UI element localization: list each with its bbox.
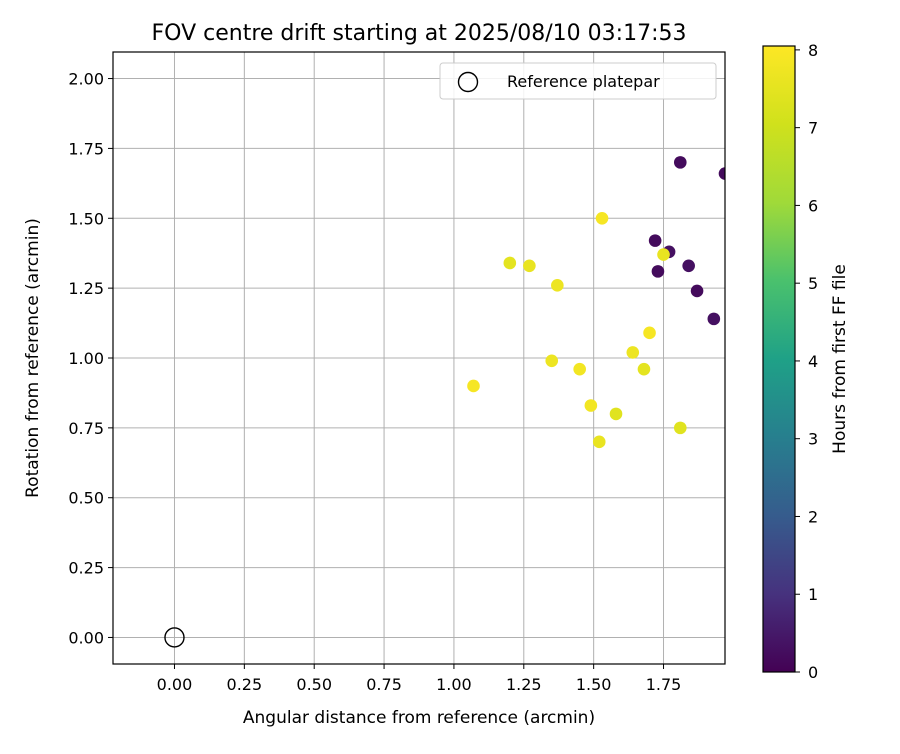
colorbar-tick-label: 6 bbox=[808, 196, 818, 215]
colorbar-tick-label: 7 bbox=[808, 119, 818, 138]
data-points bbox=[164, 156, 725, 648]
colorbar-tick-label: 5 bbox=[808, 274, 818, 293]
colorbar-tick-label: 1 bbox=[808, 585, 818, 604]
data-point bbox=[690, 284, 704, 298]
data-point bbox=[643, 326, 656, 340]
data-point bbox=[545, 354, 559, 368]
y-tick-label: 0.25 bbox=[68, 559, 104, 578]
x-tick-label: 0.50 bbox=[296, 675, 332, 694]
colorbar-tick-label: 8 bbox=[808, 41, 818, 60]
x-tick-label: 1.00 bbox=[436, 675, 472, 694]
x-tick-label: 1.25 bbox=[506, 675, 542, 694]
data-point bbox=[682, 259, 695, 273]
data-point bbox=[584, 399, 598, 412]
x-tick-label: 1.50 bbox=[576, 675, 612, 694]
colorbar-tick-label: 0 bbox=[808, 663, 818, 682]
data-point bbox=[503, 256, 517, 270]
data-point bbox=[651, 265, 665, 278]
y-tick-label: 1.00 bbox=[68, 349, 104, 368]
x-axis-label: Angular distance from reference (arcmin) bbox=[243, 708, 595, 728]
legend: Reference platepar bbox=[439, 62, 717, 100]
data-point bbox=[592, 435, 606, 449]
data-point bbox=[523, 259, 536, 273]
data-point bbox=[657, 248, 670, 261]
data-point bbox=[718, 167, 725, 180]
data-point bbox=[467, 379, 480, 393]
data-point bbox=[609, 407, 623, 421]
y-tick-label: 0.50 bbox=[68, 489, 104, 508]
y-axis-ticks: 0.00 0.25 0.50 0.75 1.00 1.25 1.50 1.75 2.00 bbox=[68, 70, 113, 647]
chart-title: FOV centre drift starting at 2025/08/10 … bbox=[152, 21, 687, 46]
y-tick-label: 1.50 bbox=[68, 209, 104, 228]
legend-box bbox=[439, 62, 717, 100]
data-point bbox=[573, 362, 586, 376]
colorbar-tick-label: 2 bbox=[808, 507, 818, 526]
grid-lines bbox=[113, 52, 725, 664]
legend-marker-reference bbox=[457, 71, 479, 93]
x-tick-label: 0.00 bbox=[157, 675, 193, 694]
y-axis-label: Rotation from reference (arcmin) bbox=[23, 218, 43, 498]
y-tick-label: 0.75 bbox=[68, 419, 104, 438]
legend-entry-reference: Reference platepar bbox=[507, 72, 660, 91]
colorbar-tick-label: 4 bbox=[808, 352, 818, 371]
y-tick-label: 2.00 bbox=[68, 70, 104, 89]
y-tick-label: 0.00 bbox=[68, 628, 104, 647]
data-point bbox=[673, 421, 687, 435]
data-point bbox=[637, 362, 651, 376]
x-axis-ticks: 0.00 0.25 0.50 0.75 1.00 1.25 1.50 1.75 bbox=[157, 664, 682, 694]
data-point bbox=[595, 211, 609, 225]
colorbar-label: Hours from first FF file bbox=[830, 264, 850, 454]
x-tick-label: 1.75 bbox=[646, 675, 682, 694]
reference-point bbox=[164, 627, 185, 648]
data-point bbox=[626, 346, 640, 359]
y-tick-label: 1.75 bbox=[68, 139, 104, 158]
x-tick-label: 0.75 bbox=[366, 675, 402, 694]
colorbar-ticks: 0 1 2 3 4 5 6 7 8 bbox=[795, 41, 818, 682]
colorbar-tick-label: 3 bbox=[808, 430, 818, 449]
y-tick-label: 1.25 bbox=[68, 279, 104, 298]
data-point bbox=[673, 156, 687, 169]
data-point bbox=[551, 279, 564, 292]
colorbar bbox=[762, 45, 796, 673]
x-tick-label: 0.25 bbox=[227, 675, 263, 694]
data-point bbox=[707, 312, 721, 326]
data-point bbox=[648, 234, 662, 247]
